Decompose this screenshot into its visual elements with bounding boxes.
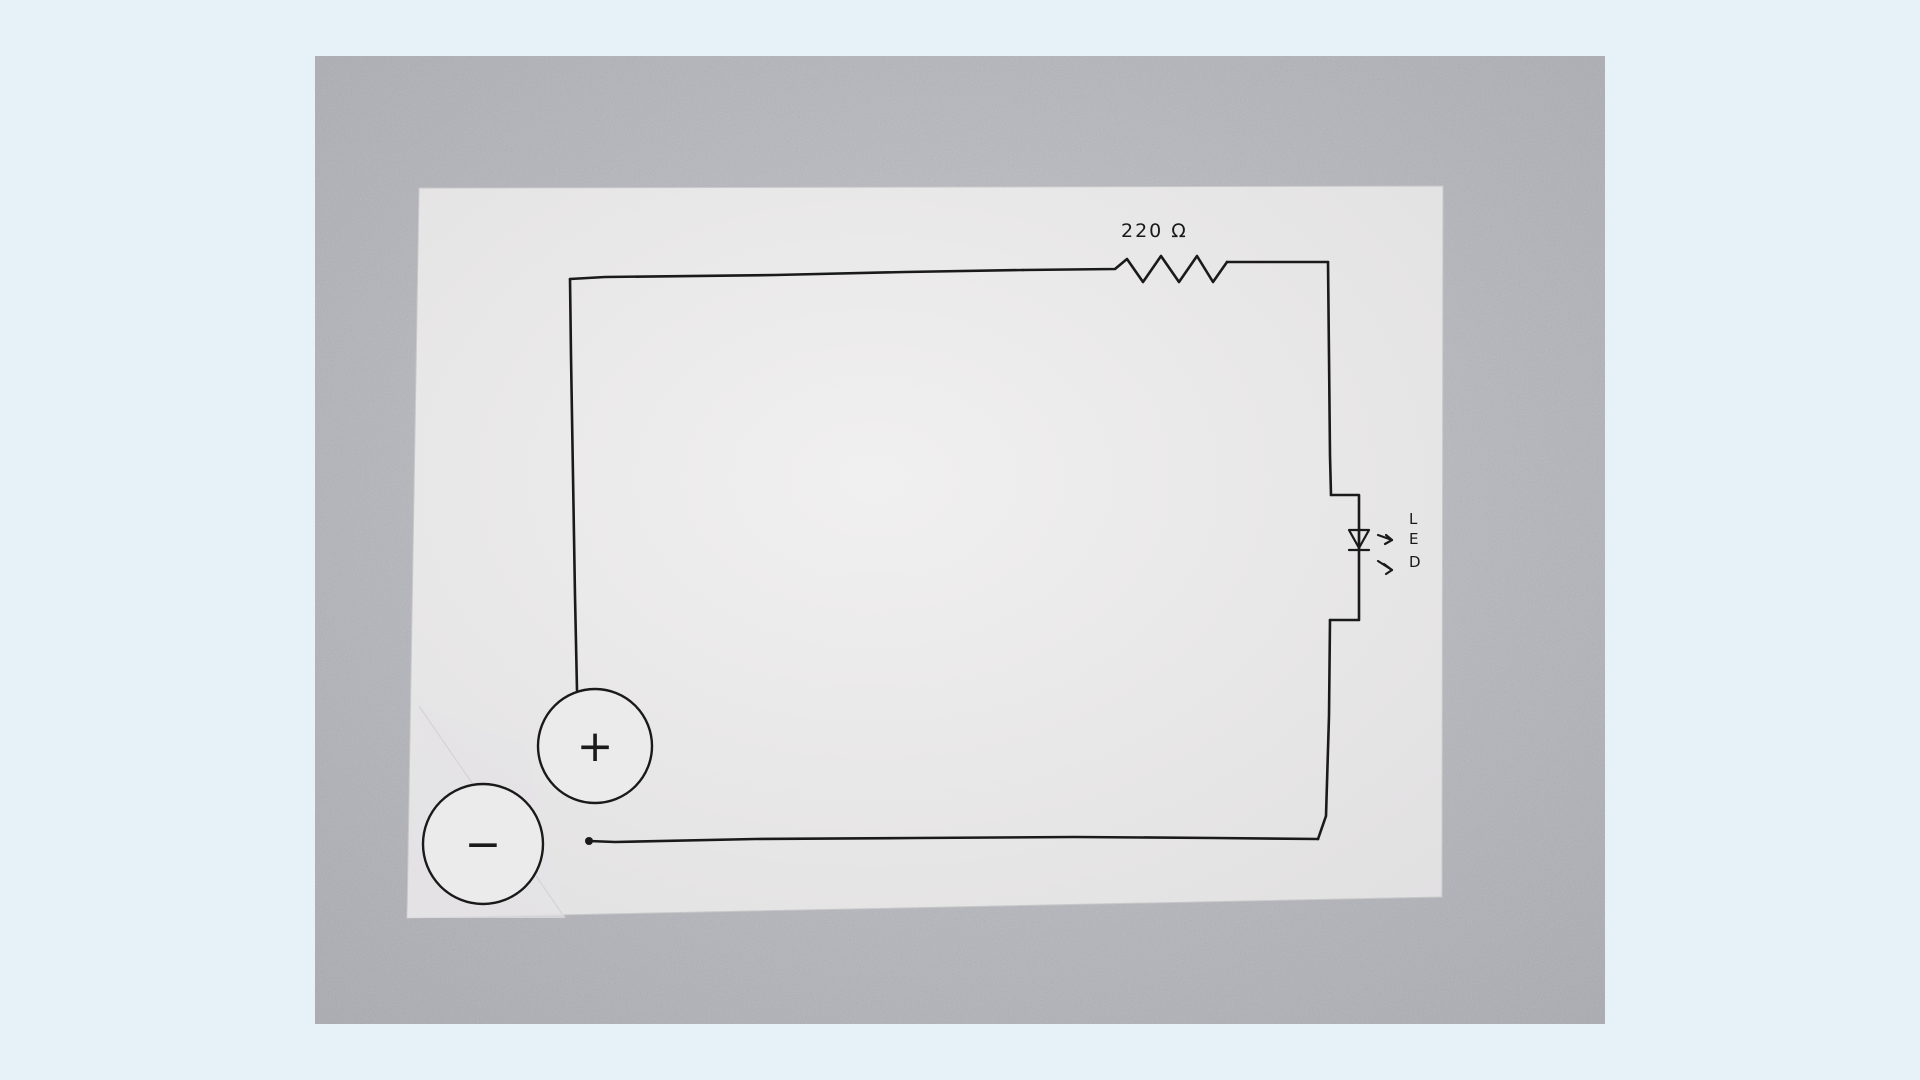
- positive-terminal: +: [536, 687, 654, 805]
- circuit-sketch: 220 Ω L E D + −: [315, 56, 1605, 1024]
- led-symbol: [1347, 526, 1394, 576]
- negative-terminal-symbol: −: [465, 819, 502, 870]
- junction-dot: [585, 837, 593, 845]
- positive-terminal-symbol: +: [577, 721, 614, 772]
- svg-text:L: L: [1409, 510, 1418, 528]
- resistor: [1021, 254, 1229, 284]
- svg-text:E: E: [1409, 530, 1418, 548]
- circuit-photo: 220 Ω L E D + −: [315, 56, 1605, 1024]
- svg-text:D: D: [1409, 553, 1421, 571]
- resistor-label: 220 Ω: [1121, 220, 1188, 242]
- circuit-wires: [568, 260, 1361, 844]
- negative-terminal: −: [421, 782, 545, 906]
- paper-sheet: [407, 186, 1443, 918]
- led-label: L E D: [1409, 510, 1421, 571]
